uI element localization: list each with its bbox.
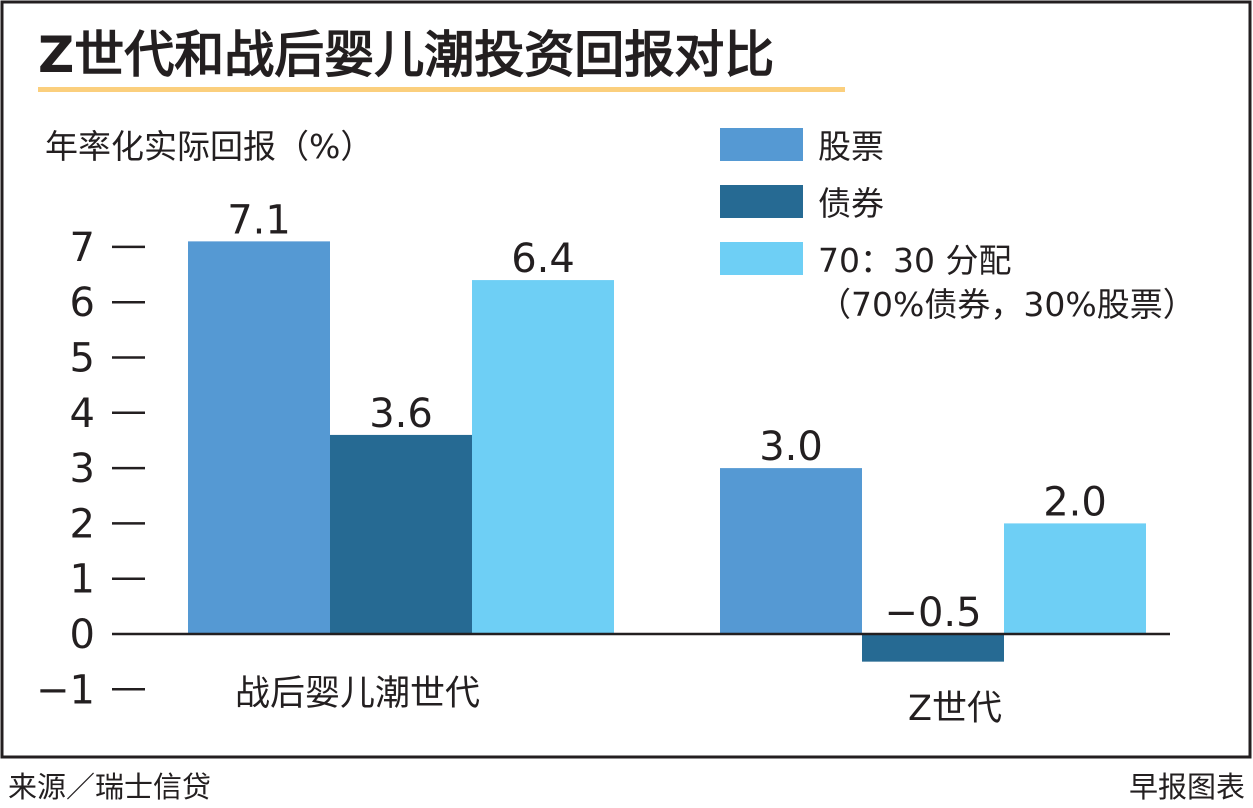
y-tick-label: −1 [36,667,95,713]
y-tick-label: 0 [70,612,95,658]
y-tick-label: 3 [70,446,95,492]
y-tick-label: 6 [70,280,95,326]
legend-swatch [720,185,803,218]
bar-value-label: 7.1 [227,197,291,243]
credit-note: 早报图表 [1129,770,1245,804]
bar-value-label: 2.0 [1043,479,1107,525]
title-underline [38,87,845,92]
bar [330,434,472,634]
y-tick-label: 1 [70,557,95,603]
legend-swatch [720,128,803,161]
bar [188,241,330,634]
y-axis-label: 年率化实际回报（%） [45,127,373,166]
y-tick-label: 4 [70,391,95,437]
legend-label-note: （70%债券，30%股票） [818,285,1196,324]
y-tick-label: 5 [70,336,95,382]
legend-label: 股票 [818,127,884,166]
bar-value-label: 3.0 [759,424,823,470]
category-label-genz: Z世代 [908,689,1002,729]
bar [472,280,614,634]
bar-value-label: 6.4 [511,236,575,282]
bar [720,468,862,634]
bar-value-label: 3.6 [369,391,433,437]
bar [1004,523,1146,634]
chart-frame [0,0,1252,759]
y-tick-label: 2 [70,501,95,547]
legend-label: 债券 [818,184,884,223]
source-note: 来源／瑞士信贷 [8,770,211,804]
bar [862,634,1004,662]
bars: 7.1 3.6 6.4 3.0 −0.5 2.0 [188,197,1146,662]
y-tick-label: 7 [70,225,95,271]
chart-title: Z世代和战后婴儿潮投资回报对比 [38,26,774,84]
bar-value-label: −0.5 [884,590,981,636]
legend-swatch [720,242,803,275]
legend-label: 70：30 分配 [818,241,1011,280]
category-label-boomers: 战后婴儿潮世代 [235,674,480,714]
y-axis: −1 0 1 2 3 4 5 6 7 [36,225,145,713]
